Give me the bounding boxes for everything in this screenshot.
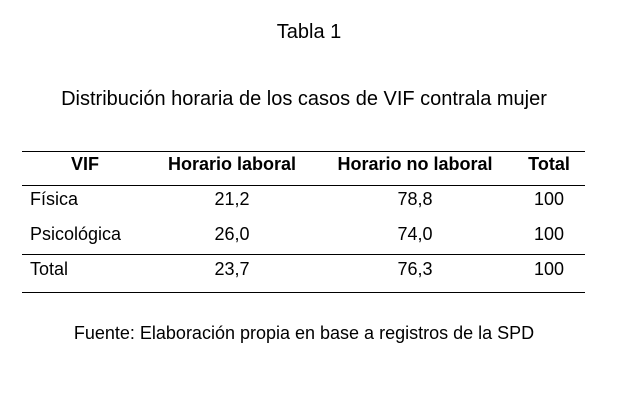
table-cell: 21,2	[214, 189, 250, 209]
table-title: Tabla 1	[276, 21, 342, 43]
rule	[22, 151, 585, 152]
table-cell: 76,3	[397, 259, 433, 279]
table-cell: 74,0	[397, 224, 433, 244]
table-subtitle: Distribución horaria de los casos de VIF…	[61, 88, 547, 110]
table-cell: 78,8	[397, 189, 433, 209]
table-cell: Psicológica	[30, 224, 122, 244]
header-cell: Horario laboral	[167, 154, 297, 174]
table-cell: 100	[533, 224, 565, 244]
rule	[22, 292, 585, 293]
table-cell: 26,0	[214, 224, 250, 244]
table-cell: Física	[30, 189, 79, 209]
table-cell: 100	[533, 259, 565, 279]
table-cell: Total	[30, 259, 69, 279]
header-cell: VIF	[70, 154, 100, 174]
source-note: Fuente: Elaboración propia en base a reg…	[73, 323, 535, 343]
table-cell: 100	[533, 189, 565, 209]
rule	[22, 254, 585, 255]
table-cell: 23,7	[214, 259, 250, 279]
rule	[22, 185, 585, 186]
header-cell: Total	[528, 154, 570, 174]
header-cell: Horario no laboral	[337, 154, 493, 174]
